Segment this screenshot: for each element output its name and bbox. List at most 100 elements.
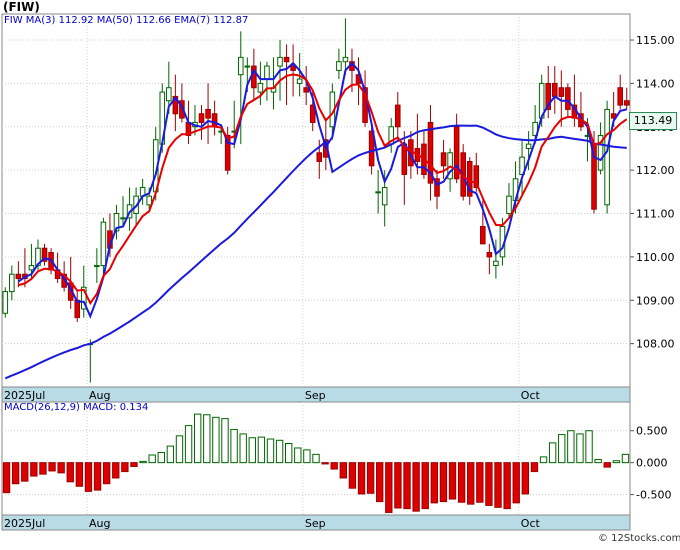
candle-body [166, 87, 172, 102]
candle-95 [623, 87, 630, 110]
candle-body [113, 213, 120, 232]
candle-body [394, 104, 401, 128]
macd-bar-59 [539, 456, 548, 464]
ma50-line [4, 124, 627, 380]
macd-bar-20 [184, 425, 193, 464]
macd-bar-22 [203, 414, 211, 464]
macd-bar-27 [248, 437, 256, 464]
candle-body [296, 78, 303, 84]
macd-bar-30 [275, 439, 284, 464]
macd-bar-19 [175, 435, 184, 464]
candle-18 [120, 196, 126, 227]
candle-77 [506, 183, 512, 218]
macd-bar-64 [585, 430, 593, 464]
candle-body [368, 130, 375, 167]
candle-2 [15, 261, 22, 288]
macd-bar-15 [139, 460, 147, 464]
macd-bar-2 [21, 462, 29, 482]
main-legend-value-2: 112.66 [135, 15, 171, 26]
macd-legend-label-0: MACD(26,12,9) [4, 402, 80, 413]
candle-92 [604, 100, 610, 214]
macd-date-label: Aug [89, 517, 110, 530]
candle-body [237, 56, 244, 76]
candle-body [277, 56, 283, 67]
candle-51 [336, 48, 342, 80]
macd-bar-31 [285, 442, 293, 464]
price-tick-label: 109.00 [636, 294, 675, 307]
main-legend-label-0: FIW [4, 15, 23, 26]
candle-body [198, 113, 205, 123]
candle-body [551, 82, 558, 97]
macd-tick-label: -0.500 [636, 489, 671, 502]
candle-52 [342, 18, 349, 75]
candle-body [623, 100, 630, 106]
macd-bar-7 [66, 462, 74, 483]
macd-bar-54 [494, 462, 502, 508]
candle-65 [427, 105, 434, 201]
candle-body [519, 156, 525, 175]
macd-bar-32 [294, 447, 302, 464]
macd-bar-39 [357, 462, 366, 495]
macd-bar-4 [39, 462, 47, 475]
macd-bar-0 [2, 462, 11, 494]
candle-body [480, 226, 486, 245]
macd-bar-24 [221, 418, 229, 464]
macd-bar-42 [385, 462, 393, 513]
candle-body [224, 134, 231, 171]
candle-body [120, 217, 126, 220]
macd-bar-49 [448, 462, 457, 500]
candle-body [290, 65, 296, 71]
macd-bar-52 [476, 462, 484, 503]
macd-bar-43 [394, 462, 402, 509]
candle-79 [519, 139, 525, 197]
candle-body [545, 82, 552, 110]
macd-bar-14 [130, 462, 138, 467]
macd-bar-53 [485, 462, 493, 506]
macd-bar-16 [148, 454, 156, 464]
candle-36 [237, 31, 244, 145]
main-legend-label-2: MA(50) [96, 15, 133, 26]
macd-bar-18 [166, 445, 175, 464]
macd-bar-67 [612, 460, 621, 464]
main-legend-label-3: EMA(7) [174, 15, 211, 26]
macd-bar-38 [348, 462, 357, 489]
macd-bar-35 [321, 462, 329, 465]
macd-bar-1 [11, 462, 20, 485]
ema7-line [18, 73, 628, 306]
candle-body [427, 121, 434, 184]
candle-43 [283, 44, 290, 106]
candle-body [316, 152, 323, 162]
last-price-tag: 113.49 [629, 112, 677, 130]
candle-14 [94, 248, 100, 283]
candle-body [100, 221, 107, 267]
candle-body [211, 113, 218, 128]
candle-body [493, 260, 499, 267]
candle-body [9, 273, 15, 293]
macd-bar-40 [366, 462, 375, 494]
macd-date-label: Oct [521, 517, 541, 530]
macd-bar-6 [57, 462, 65, 474]
macd-date-label: Sep [305, 517, 326, 530]
price-date-label: Oct [521, 389, 541, 402]
macd-tick-label: 0.000 [636, 457, 668, 470]
macd-bar-28 [257, 436, 266, 464]
candle-83 [545, 66, 552, 119]
ticker-symbol: (FIW) [3, 0, 40, 14]
candle-75 [493, 239, 499, 279]
price-date-label: 2025Jul [4, 389, 45, 402]
macd-bar-25 [230, 428, 238, 464]
candle-6 [41, 243, 48, 266]
macd-bar-61 [558, 434, 566, 464]
macd-bar-47 [430, 462, 439, 504]
macd-bar-13 [121, 462, 129, 473]
candle-body [336, 61, 342, 71]
candle-44 [290, 44, 296, 97]
price-tick-label: 108.00 [636, 338, 675, 351]
candle-body [41, 247, 48, 262]
candle-94 [617, 74, 623, 110]
main-legend: FIW MA(3) 112.92 MA(50) 112.66 EMA(7) 11… [4, 15, 248, 26]
macd-bar-23 [212, 416, 220, 464]
macd-bar-46 [421, 462, 429, 510]
candle-body [617, 87, 623, 106]
